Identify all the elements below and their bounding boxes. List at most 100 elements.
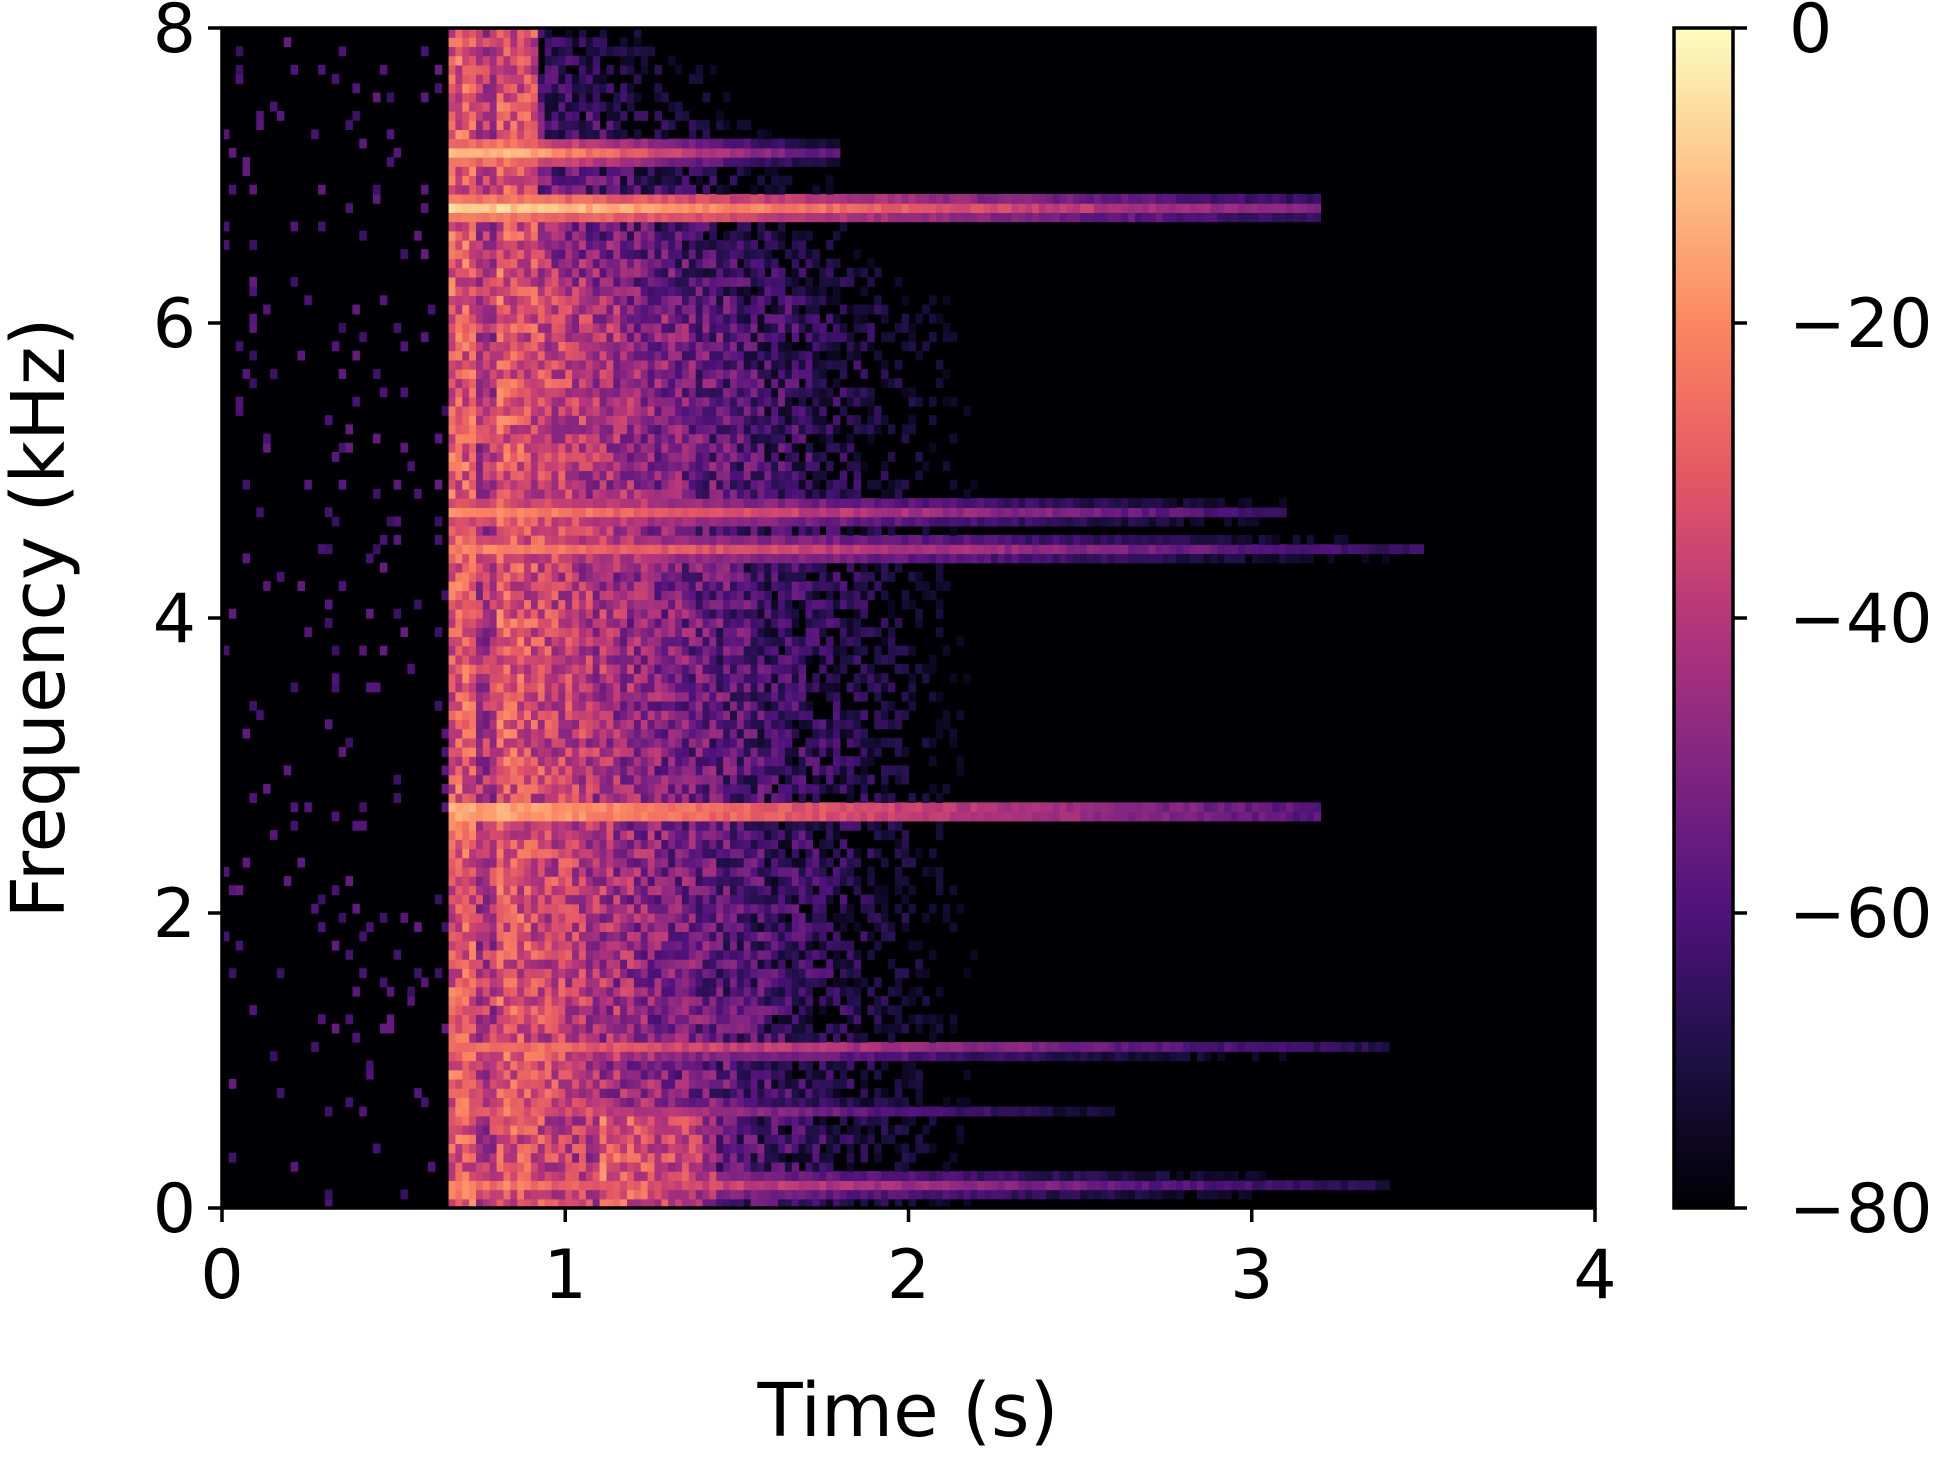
- heatmap-cell: [681, 359, 690, 370]
- heatmap-cell: [544, 332, 553, 343]
- heatmap-cell: [640, 359, 649, 370]
- heatmap-cell: [530, 618, 539, 628]
- heatmap-cell: [695, 64, 704, 75]
- heatmap-cell: [455, 857, 463, 868]
- heatmap-cell: [606, 396, 614, 407]
- heatmap-cell: [606, 470, 614, 481]
- heatmap-cell: [599, 488, 608, 499]
- heatmap-cell: [517, 581, 525, 591]
- heatmap-cell: [503, 1060, 511, 1071]
- heatmap-cell: [524, 636, 532, 647]
- heatmap-cell: [627, 516, 635, 527]
- heatmap-cell: [681, 295, 690, 306]
- heatmap-cell: [633, 479, 642, 490]
- heatmap-cell: [675, 166, 683, 177]
- heatmap-cell: [613, 304, 621, 315]
- heatmap-cell: [551, 885, 559, 896]
- heatmap-cell: [517, 1180, 525, 1191]
- heatmap-cell: [654, 1198, 662, 1209]
- heatmap-cell: [427, 1161, 436, 1172]
- heatmap-cell: [510, 157, 518, 167]
- heatmap-cell: [620, 221, 628, 232]
- heatmap-cell: [599, 332, 608, 343]
- heatmap-cell: [496, 866, 505, 877]
- heatmap-cell: [482, 691, 491, 702]
- heatmap-cell: [476, 369, 484, 379]
- heatmap-cell: [702, 645, 711, 656]
- heatmap-cell: [558, 415, 566, 426]
- heatmap-cell: [462, 1143, 470, 1154]
- heatmap-cell: [695, 249, 704, 260]
- heatmap-cell: [537, 461, 546, 472]
- heatmap-cell: [606, 1134, 614, 1145]
- heatmap-cell: [558, 1042, 566, 1052]
- heatmap-cell: [572, 793, 580, 803]
- heatmap-cell: [695, 396, 704, 407]
- heatmap-cell: [482, 1171, 491, 1181]
- heatmap-cell: [620, 590, 628, 601]
- heatmap-cell: [530, 793, 539, 803]
- heatmap-cell: [613, 968, 621, 979]
- heatmap-cell: [469, 737, 477, 748]
- heatmap-cell: [517, 802, 525, 813]
- heatmap-cell: [606, 995, 614, 1006]
- heatmap-cell: [572, 332, 580, 343]
- heatmap-cell: [530, 313, 539, 324]
- heatmap-cell: [537, 1152, 546, 1163]
- heatmap-cell: [695, 774, 704, 785]
- heatmap-cell: [599, 249, 608, 260]
- heatmap-cell: [489, 1032, 498, 1043]
- heatmap-cell: [592, 940, 601, 951]
- heatmap-cell: [585, 535, 594, 545]
- heatmap-cell: [469, 756, 477, 767]
- heatmap-cell: [675, 525, 683, 536]
- heatmap-cell: [558, 470, 566, 481]
- heatmap-cell: [661, 1171, 669, 1181]
- heatmap-cell: [585, 664, 594, 674]
- heatmap-cell: [661, 212, 669, 223]
- heatmap-cell: [503, 995, 511, 1006]
- heatmap-cell: [572, 249, 580, 260]
- heatmap-cell: [565, 461, 573, 472]
- heatmap-cell: [702, 295, 711, 306]
- heatmap-cell: [544, 719, 553, 730]
- heatmap-cell: [578, 470, 587, 481]
- heatmap-cell: [654, 313, 662, 324]
- heatmap-cell: [702, 885, 711, 896]
- heatmap-cell: [654, 507, 662, 518]
- heatmap-cell: [606, 405, 614, 416]
- heatmap-cell: [661, 922, 669, 933]
- heatmap-cell: [565, 793, 573, 803]
- heatmap-cell: [620, 452, 628, 462]
- heatmap-cell: [496, 913, 505, 923]
- heatmap-cell: [613, 719, 621, 730]
- heatmap-cell: [517, 959, 525, 969]
- heatmap-cell: [668, 866, 676, 877]
- heatmap-cell: [620, 599, 628, 610]
- heatmap-cell: [688, 442, 697, 453]
- heatmap-cell: [640, 995, 649, 1006]
- heatmap-cell: [476, 1143, 484, 1154]
- heatmap-cell: [331, 1023, 340, 1034]
- heatmap-cell: [537, 691, 546, 702]
- heatmap-cell: [578, 378, 587, 389]
- heatmap-cell: [476, 83, 484, 94]
- heatmap-cell: [681, 396, 690, 407]
- heatmap-cell: [482, 221, 491, 232]
- heatmap-cell: [565, 1097, 573, 1108]
- heatmap-cell: [530, 599, 539, 610]
- heatmap-cell: [661, 664, 669, 674]
- heatmap-cell: [572, 636, 580, 647]
- heatmap-cell: [510, 830, 518, 840]
- heatmap-cell: [510, 184, 518, 195]
- heatmap-cell: [421, 1097, 429, 1108]
- heatmap-cell: [565, 138, 573, 149]
- heatmap-cell: [613, 765, 621, 776]
- heatmap-cell: [482, 110, 491, 121]
- heatmap-cell: [681, 1125, 690, 1135]
- heatmap-cell: [496, 783, 505, 794]
- heatmap-cell: [482, 295, 491, 306]
- heatmap-cell: [578, 1097, 587, 1108]
- heatmap-cell: [592, 645, 601, 656]
- heatmap-cell: [551, 461, 559, 472]
